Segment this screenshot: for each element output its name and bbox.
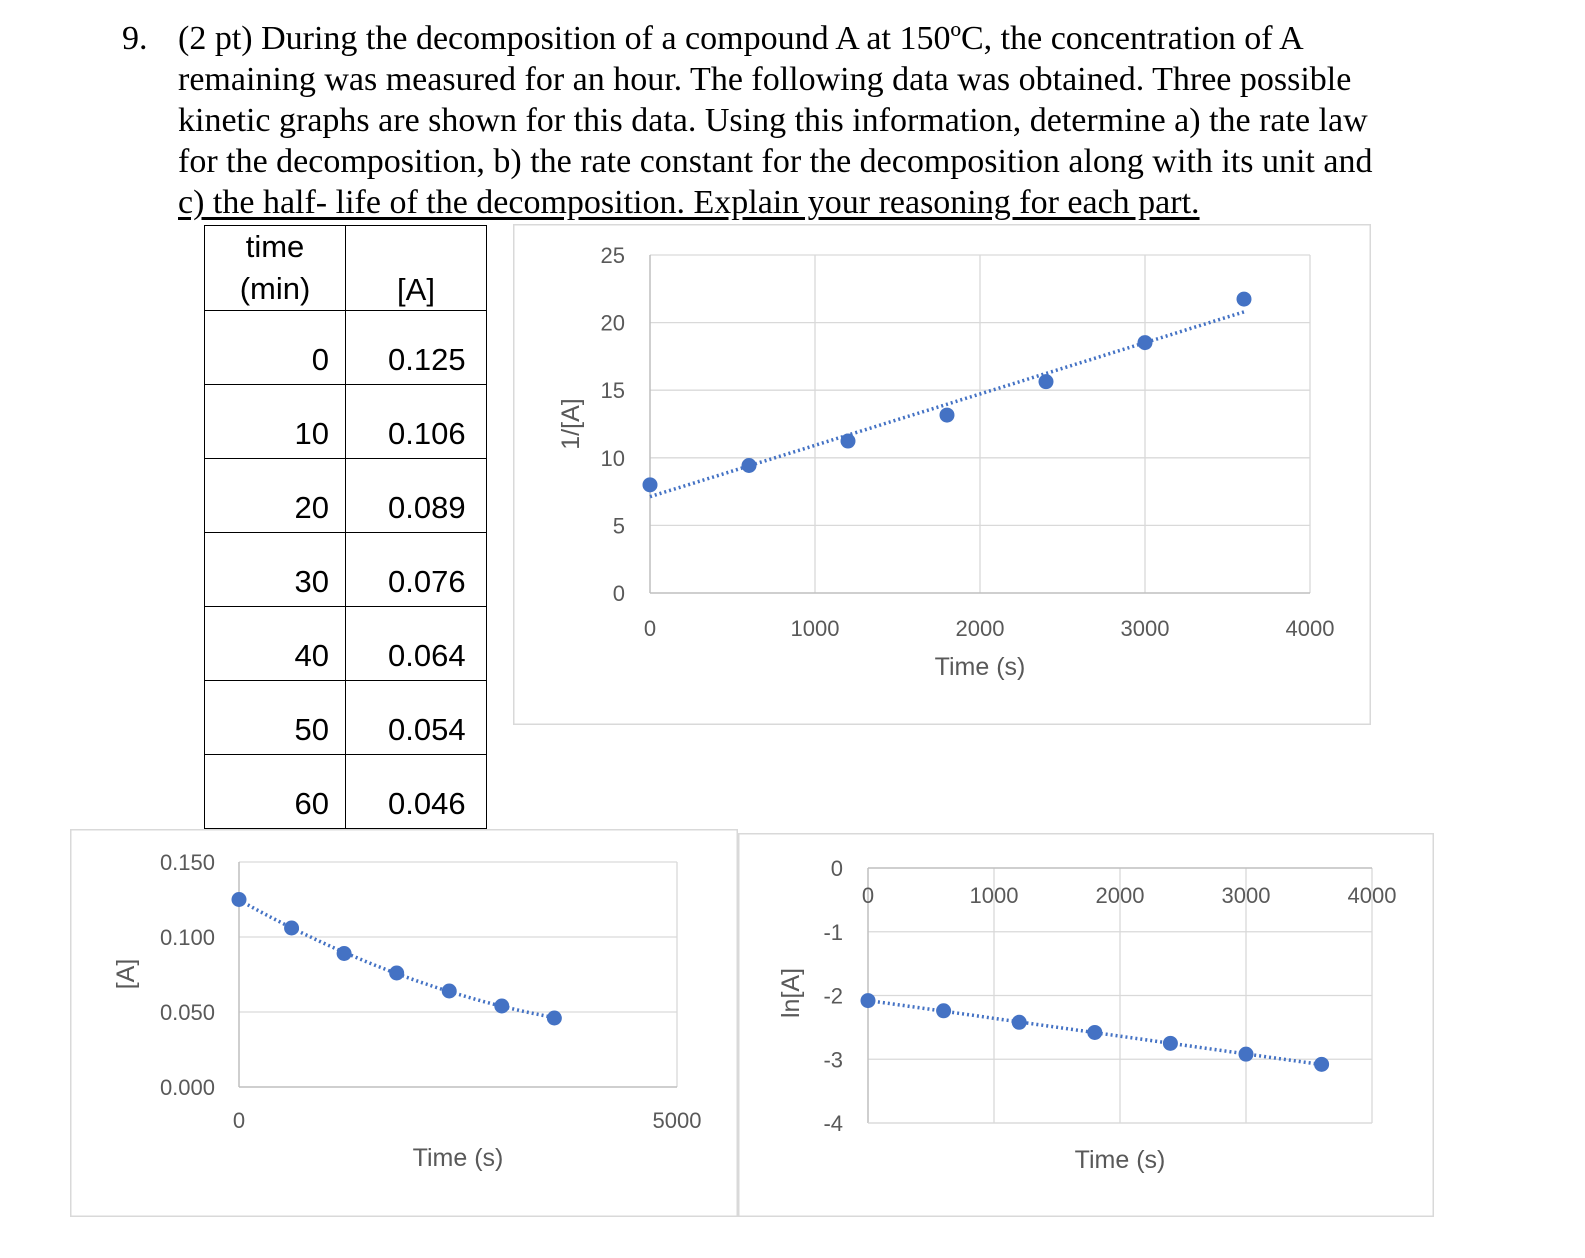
chart-border (738, 833, 1434, 1217)
chart-border (513, 224, 1371, 725)
data-point (1236, 291, 1252, 307)
x-tick-label: 4000 (1286, 616, 1335, 641)
data-point (1087, 1024, 1103, 1040)
time-cell: 20 (204, 458, 346, 533)
y-axis-label: [A] (112, 959, 140, 990)
y-tick-label: -1 (823, 920, 843, 945)
question-line-3: kinetic graphs are shown for this data. … (178, 102, 1368, 139)
data-point (1137, 335, 1153, 351)
x-tick-label: 1000 (791, 616, 840, 641)
x-tick-label: 0 (233, 1108, 245, 1133)
y-tick-label: -4 (823, 1111, 843, 1136)
conc-cell: 0.125 (345, 310, 487, 385)
y-tick-label: 0 (613, 581, 625, 606)
x-tick-label: 1000 (970, 883, 1019, 908)
y-tick-label: -2 (823, 984, 843, 1009)
question-number: 9. (122, 20, 148, 57)
header-concentration: [A] (345, 225, 487, 311)
conc-cell: 0.106 (345, 384, 487, 459)
question-line-2: remaining was measured for an hour. The … (178, 61, 1352, 98)
header-time-line2: (min) (239, 271, 311, 306)
x-axis-label: Time (s) (413, 1144, 504, 1172)
table-row: 0 0.125 (204, 310, 487, 385)
data-point (1238, 1046, 1254, 1062)
conc-cell: 0.076 (345, 532, 487, 607)
y-tick-label: 0.050 (160, 1000, 215, 1025)
data-point (441, 983, 457, 999)
data-point (860, 993, 876, 1009)
data-point (1011, 1014, 1027, 1030)
conc-cell: 0.089 (345, 458, 487, 533)
table-row: 40 0.064 (204, 606, 487, 681)
x-tick-label: 2000 (1096, 883, 1145, 908)
table-header-row: time (min) [A] (204, 225, 487, 311)
header-time: time (min) (204, 225, 346, 311)
x-axis-label: Time (s) (1075, 1146, 1166, 1174)
x-tick-label: 4000 (1348, 883, 1397, 908)
x-tick-label: 0 (862, 883, 874, 908)
x-tick-label: 5000 (653, 1108, 702, 1133)
chart-border (70, 829, 738, 1217)
x-tick-label: 2000 (956, 616, 1005, 641)
table-row: 50 0.054 (204, 680, 487, 755)
y-tick-label: 0.100 (160, 925, 215, 950)
data-point (1314, 1056, 1330, 1072)
y-tick-label: 5 (613, 513, 625, 538)
data-point (389, 965, 405, 981)
data-point (336, 946, 352, 961)
y-axis-label: 1/[A] (557, 398, 585, 449)
data-table: time (min) [A] 0 0.125 10 0.106 20 0.089 30… (204, 225, 487, 829)
concentration-chart: 0.000 0.050 0.100 0.150 0 5000 Time (s) [A] (70, 829, 738, 1217)
y-tick-label: 25 (601, 243, 625, 268)
data-point (231, 892, 247, 907)
data-point (642, 477, 658, 493)
x-tick-label: 3000 (1121, 616, 1170, 641)
time-cell: 10 (204, 384, 346, 459)
x-tick-label: 3000 (1222, 883, 1271, 908)
table-row: 20 0.089 (204, 458, 487, 533)
question-body: (2 pt) During the decomposition of a com… (178, 18, 1508, 223)
data-point (741, 458, 757, 474)
data-point (1162, 1035, 1178, 1051)
trendline (649, 310, 1245, 499)
table-row: 60 0.046 (204, 754, 487, 829)
question-line-1: (2 pt) During the decomposition of a com… (178, 20, 1304, 57)
conc-cell: 0.046 (345, 754, 487, 829)
y-tick-label: 10 (601, 446, 625, 471)
time-cell: 40 (204, 606, 346, 681)
inverse-concentration-chart: 0 5 10 15 20 25 0 1000 2000 3000 4000 Time (s) 1/[A] (513, 224, 1371, 725)
question-line-5: c) the half- life of the decomposition. … (178, 184, 1200, 221)
y-axis-label: ln[A] (777, 968, 805, 1018)
table-row: 10 0.106 (204, 384, 487, 459)
table-row: 30 0.076 (204, 532, 487, 607)
time-cell: 50 (204, 680, 346, 755)
data-point (840, 433, 856, 449)
question-line-4: for the decomposition, b) the rate const… (178, 143, 1373, 180)
time-cell: 30 (204, 532, 346, 607)
conc-cell: 0.064 (345, 606, 487, 681)
y-tick-label: 0.000 (160, 1075, 215, 1100)
x-axis-label: Time (s) (935, 653, 1026, 681)
data-point (936, 1003, 952, 1019)
y-tick-label: 15 (601, 378, 625, 403)
x-tick-label: 0 (644, 616, 656, 641)
y-tick-label: 20 (601, 311, 625, 336)
data-point (546, 1010, 562, 1026)
y-tick-label: 0 (831, 856, 843, 881)
data-point (494, 998, 510, 1014)
time-cell: 60 (204, 754, 346, 829)
y-tick-label: -3 (823, 1047, 843, 1072)
time-cell: 0 (204, 310, 346, 385)
y-tick-label: 0.150 (160, 850, 215, 875)
conc-cell: 0.054 (345, 680, 487, 755)
data-point (284, 920, 300, 936)
data-point (939, 407, 955, 423)
header-time-line1: time (245, 229, 305, 264)
data-point (1038, 374, 1054, 390)
ln-concentration-chart: 0 -1 -2 -3 -4 0 1000 2000 3000 4000 Time (s) ln[A] (738, 833, 1434, 1217)
